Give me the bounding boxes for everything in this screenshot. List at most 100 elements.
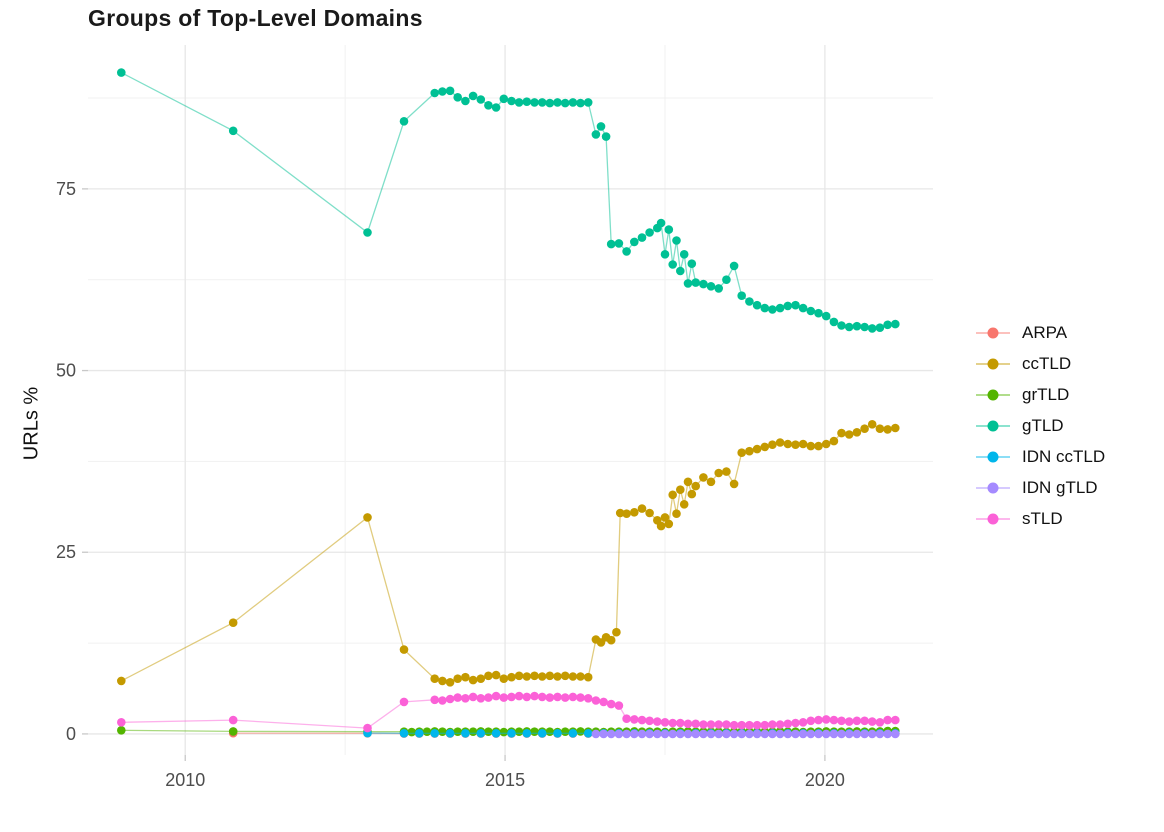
series-cctld-point [853, 428, 862, 437]
series-gtld-point [638, 233, 647, 242]
legend-key-idn-cctld-icon [976, 449, 1010, 465]
series-gtld-point [546, 99, 555, 108]
series-gtld-point [722, 275, 731, 284]
series-cctld-point [707, 478, 716, 487]
series-gtld-point [500, 95, 509, 104]
series-cctld-point [745, 447, 754, 456]
legend-label-idn-gtld: IDN gTLD [1022, 478, 1098, 498]
series-stld-point [714, 720, 723, 729]
series-gtld-point [860, 323, 869, 332]
series-gtld-point [822, 312, 831, 321]
series-stld-point [791, 719, 800, 728]
series-idn-gtld-point [622, 730, 631, 739]
legend-label-idn-cctld: IDN ccTLD [1022, 447, 1105, 467]
legend-key-gtld-icon [976, 418, 1010, 434]
series-gtld-point [684, 279, 693, 288]
series-cctld-point [668, 491, 677, 500]
series-idn-gtld-point [730, 730, 739, 739]
series-gtld-point [438, 87, 447, 96]
series-gtld-point [569, 98, 578, 107]
series-gtld-point [630, 238, 639, 247]
series-idn-gtld-point [784, 730, 793, 739]
series-stld-point [860, 717, 869, 726]
series-cctld-point [791, 440, 800, 449]
y-tick-label: 75 [56, 179, 76, 199]
series-cctld-point [784, 440, 793, 449]
series-gtld-point [676, 267, 685, 276]
series-cctld-point [822, 440, 831, 449]
series-gtld-point [672, 236, 681, 245]
series-idn-gtld-point [737, 730, 746, 739]
series-stld-point [599, 698, 608, 707]
series-gtld-point [592, 130, 601, 139]
series-gtld-point [363, 228, 372, 237]
series-cctld-point [400, 645, 409, 654]
series-cctld-point [645, 509, 654, 518]
series-stld-point [745, 721, 754, 730]
series-idn-gtld-point [876, 730, 885, 739]
series-idn-gtld-point [822, 730, 831, 739]
series-cctld-point [699, 473, 708, 482]
series-cctld-point [714, 469, 723, 478]
series-cctld-point [561, 672, 570, 681]
series-gtld-point [688, 259, 697, 268]
series-cctld-point [665, 520, 674, 529]
series-cctld-point [484, 672, 493, 681]
series-stld-point [883, 716, 892, 725]
series-idn-gtld-point [676, 730, 685, 739]
series-idn-gtld-point [883, 730, 892, 739]
series-gtld-point [117, 68, 126, 77]
series-idn-gtld-point [630, 730, 639, 739]
x-tick-label: 2015 [485, 770, 525, 790]
gridlines-minor [88, 45, 933, 755]
series-gtld-point [753, 301, 762, 310]
series-cctld-point [446, 678, 455, 687]
series-idn-cctld-point [538, 729, 547, 738]
series-stld-point [676, 719, 685, 728]
series-cctld-point [453, 674, 462, 683]
series-gtld-point [661, 250, 670, 259]
series-gtld-point [607, 240, 616, 249]
series-stld-point [814, 716, 823, 725]
series-cctld-point [737, 448, 746, 457]
series-cctld-point [776, 438, 785, 447]
series-stld-point [853, 717, 862, 726]
series-gtld-point [461, 97, 470, 106]
series-grtld-point [453, 727, 462, 736]
series-idn-gtld-point [691, 730, 700, 739]
series-stld-point [707, 720, 716, 729]
series-cctld-point [868, 420, 877, 429]
legend-key-arpa-icon [976, 325, 1010, 341]
series-gtld-point [668, 260, 677, 269]
series-idn-gtld-point [814, 730, 823, 739]
series-idn-gtld-point [845, 730, 854, 739]
series-cctld-point [845, 430, 854, 439]
series-gtld-point [768, 305, 777, 314]
series-cctld-point [469, 676, 478, 685]
series-idn-gtld-point [853, 730, 862, 739]
series-stld-point [569, 693, 578, 702]
series-gtld-point [845, 323, 854, 332]
series-idn-cctld-point [446, 729, 455, 738]
series-stld-point [730, 721, 739, 730]
legend-key-cctld-icon [976, 356, 1010, 372]
series-idn-gtld-point [799, 730, 808, 739]
series-stld-point [761, 721, 770, 730]
series-cctld-point [876, 424, 885, 433]
series-cctld-point [722, 467, 731, 476]
series-cctld-point [676, 485, 685, 494]
series-cctld-point [730, 480, 739, 489]
series-stld-point [584, 694, 593, 703]
series-cctld-point [492, 671, 501, 680]
series-idn-gtld-point [592, 730, 601, 739]
series-gtld-point [665, 225, 674, 234]
series-stld-point [538, 693, 547, 702]
series-grtld-point [484, 727, 493, 736]
series-stld-point [576, 693, 585, 702]
series-idn-gtld-point [761, 730, 770, 739]
series-stld-point [484, 693, 493, 702]
series-gtld-point [453, 93, 462, 102]
series-gtld-point [515, 98, 524, 107]
series-gtld-point [761, 304, 770, 313]
series-stld-point [523, 693, 532, 702]
